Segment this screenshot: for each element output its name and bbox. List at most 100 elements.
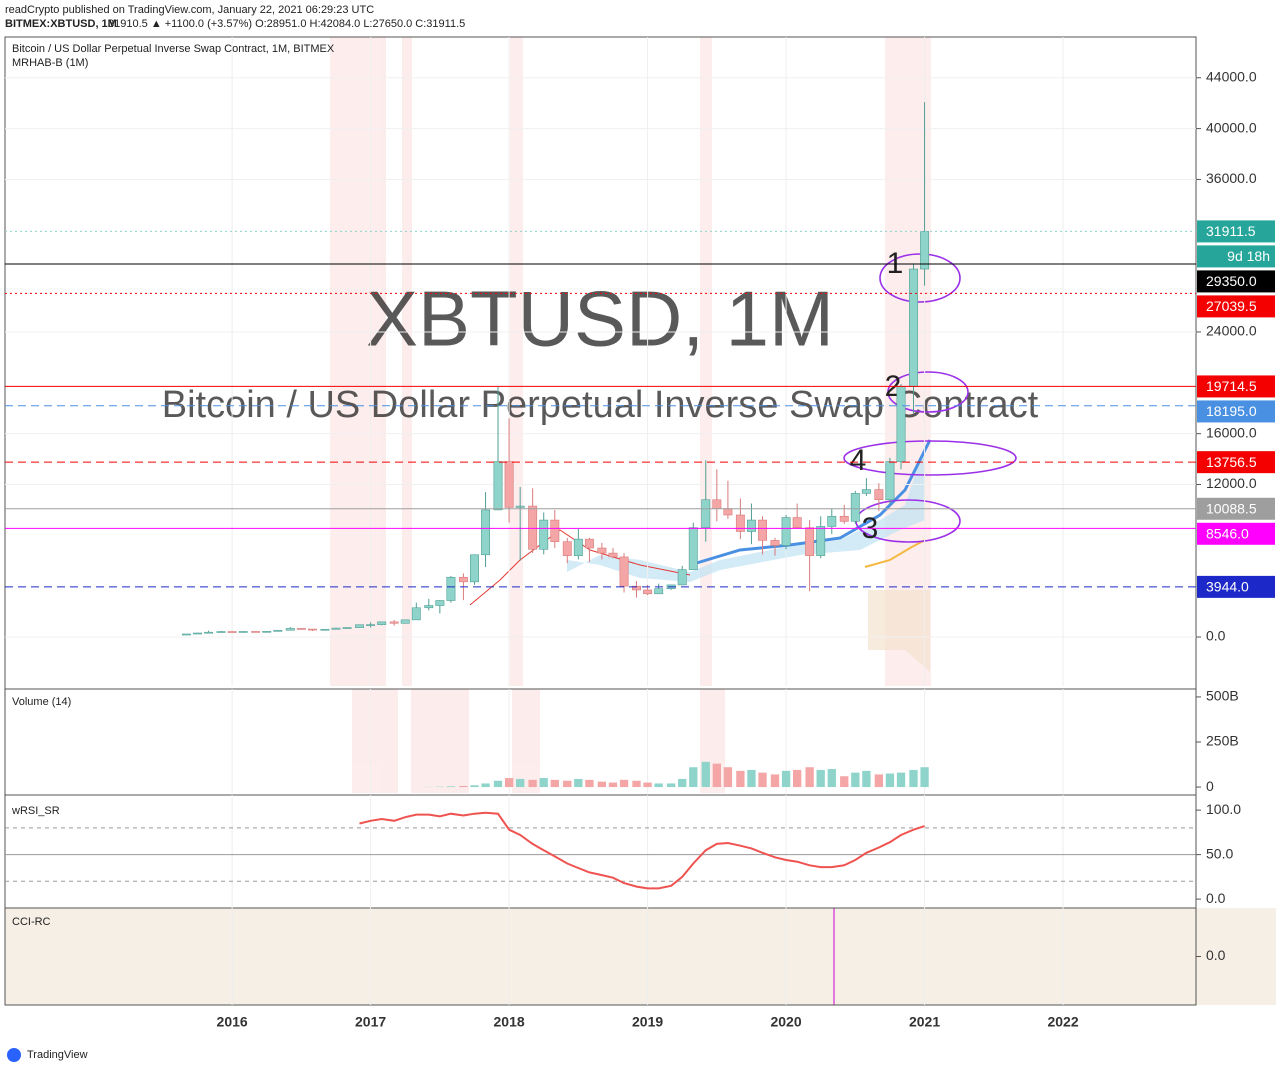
price-label-bg xyxy=(1197,451,1275,474)
volume-bar xyxy=(608,782,618,788)
price-label: 8546.0 xyxy=(1206,525,1249,541)
candle-body xyxy=(493,461,503,511)
volume-bar xyxy=(666,783,676,788)
y-tick-label: 100.0 xyxy=(1206,801,1241,817)
candle-body xyxy=(632,585,641,591)
candle-body xyxy=(193,632,202,635)
x-tick-label: 2022 xyxy=(1047,1014,1078,1030)
candle-body xyxy=(273,629,283,632)
volume-bar xyxy=(758,772,767,788)
candle-body xyxy=(481,509,491,556)
volume-bar xyxy=(701,761,710,788)
rsi-title: wRSI_SR xyxy=(11,805,60,817)
symbol: BITMEX:XBTUSD, 1M xyxy=(5,18,117,30)
volume-bar xyxy=(909,769,918,788)
price-label: 27039.5 xyxy=(1206,298,1257,314)
price-label-bg xyxy=(1197,575,1275,598)
candle-body xyxy=(400,619,410,624)
volume-bar xyxy=(805,767,814,788)
candle-body xyxy=(424,605,434,609)
y-tick-label: 40000.0 xyxy=(1206,119,1257,135)
candle-body xyxy=(366,624,376,626)
price-label-bg xyxy=(1197,497,1275,520)
volume-bar xyxy=(481,783,490,788)
candle-body xyxy=(470,554,479,583)
candle-body xyxy=(735,514,745,532)
publisher-line: readCrypto published on TradingView.com,… xyxy=(5,4,374,16)
candle-body xyxy=(435,600,445,606)
volume-bar xyxy=(446,786,456,788)
candle-body xyxy=(781,517,791,546)
candle-body xyxy=(285,628,295,631)
volume-bar xyxy=(689,767,698,788)
volume-bar xyxy=(585,779,594,788)
y-tick-label: 0.0 xyxy=(1206,890,1226,906)
candle-body xyxy=(562,541,572,556)
volume-bar xyxy=(574,778,583,788)
candle-body xyxy=(723,508,733,516)
candle-body xyxy=(677,569,687,586)
volume-bar xyxy=(504,778,514,788)
volume-bar xyxy=(840,776,849,788)
candle-body xyxy=(712,499,722,509)
volume-bar xyxy=(874,774,884,788)
y-tick-label: 0.0 xyxy=(1206,628,1226,644)
volume-bar xyxy=(632,780,641,788)
price-label-bg xyxy=(1197,400,1275,423)
candle-body xyxy=(654,588,664,595)
x-tick-label: 2020 xyxy=(770,1014,801,1030)
y-tick-label: 250B xyxy=(1206,733,1239,749)
candle-body xyxy=(874,489,884,501)
candle-body xyxy=(262,631,272,633)
candle-body xyxy=(227,631,237,633)
countdown-label-bg xyxy=(1197,245,1275,268)
candle-body xyxy=(701,499,711,528)
candle-body xyxy=(539,519,549,550)
quote: 31910.5 ▲ +1100.0 (+3.57%) O:28951.0 H:4… xyxy=(108,18,465,30)
volume-title: Volume (14) xyxy=(12,696,71,708)
volume-bar xyxy=(885,773,895,788)
volume-bar xyxy=(736,770,745,788)
price-label-bg xyxy=(1197,270,1275,293)
y-tick-label: 36000.0 xyxy=(1206,170,1257,186)
volume-bar xyxy=(747,769,756,788)
volume-bar xyxy=(597,781,607,788)
volume-bar xyxy=(516,778,525,788)
volume-bar xyxy=(770,774,780,788)
candle-body xyxy=(688,527,698,570)
y-tick-label: 0 xyxy=(1206,778,1214,794)
candle-body xyxy=(758,519,767,541)
candle-body xyxy=(885,461,895,501)
pane-borders xyxy=(4,36,1197,1006)
candle-body xyxy=(342,627,352,629)
price-label: 10088.5 xyxy=(1206,500,1257,516)
volume-bar xyxy=(470,785,479,788)
price-label-bg xyxy=(1197,522,1275,545)
price-label-bg xyxy=(1197,295,1275,318)
countdown-label: 9d 18h xyxy=(1227,248,1270,264)
candle-body xyxy=(411,607,421,621)
main-subtitle: MRHAB-B (1M) xyxy=(12,57,88,69)
candle-body xyxy=(746,519,756,532)
volume-bar xyxy=(723,767,733,788)
candle-body xyxy=(355,624,364,628)
volume-bar xyxy=(896,772,906,788)
candle-body xyxy=(597,547,607,554)
candle-body xyxy=(850,493,860,522)
candle-body xyxy=(251,631,261,633)
y-tick-label: 50.0 xyxy=(1206,845,1233,861)
volume-bar xyxy=(920,767,929,788)
candle-body xyxy=(320,628,330,631)
volume-bar xyxy=(792,769,802,788)
candle-body xyxy=(181,633,191,636)
x-tick-label: 2018 xyxy=(494,1014,525,1030)
volume-bar xyxy=(678,778,687,788)
candle-body xyxy=(504,461,514,508)
candle-body xyxy=(216,631,226,633)
candle-body xyxy=(839,515,849,522)
candle-body xyxy=(805,527,815,556)
y-tick-label: 500B xyxy=(1206,688,1239,704)
main-title: Bitcoin / US Dollar Perpetual Inverse Sw… xyxy=(12,43,335,55)
candle-body xyxy=(861,489,871,494)
